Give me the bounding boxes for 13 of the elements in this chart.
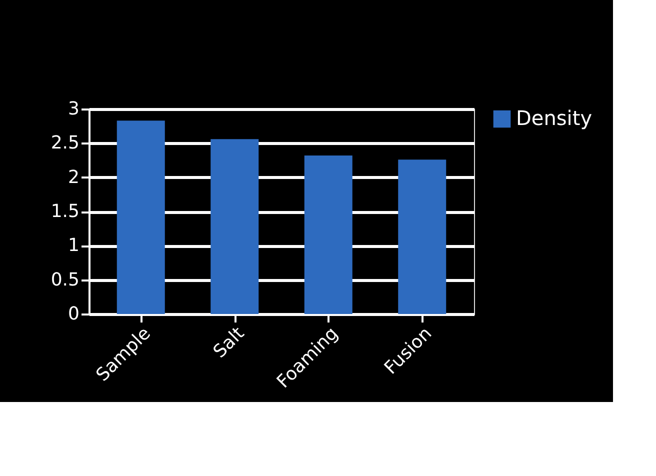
- y-tick-label: 2.5: [50, 132, 80, 154]
- legend-label: Density: [516, 106, 592, 130]
- bar: [398, 160, 446, 314]
- y-tick-label: 1: [68, 235, 80, 256]
- bar: [116, 120, 165, 314]
- y-tick-label: 0: [68, 304, 80, 324]
- y-tick-label: 1.5: [50, 201, 80, 222]
- bar: [210, 139, 259, 314]
- y-tick-label: 0.5: [50, 269, 80, 290]
- y-tick-label: 3: [68, 98, 80, 120]
- bar: [304, 155, 352, 314]
- y-tick-label: 2: [68, 166, 80, 188]
- x-tick-label: Salt: [209, 323, 249, 362]
